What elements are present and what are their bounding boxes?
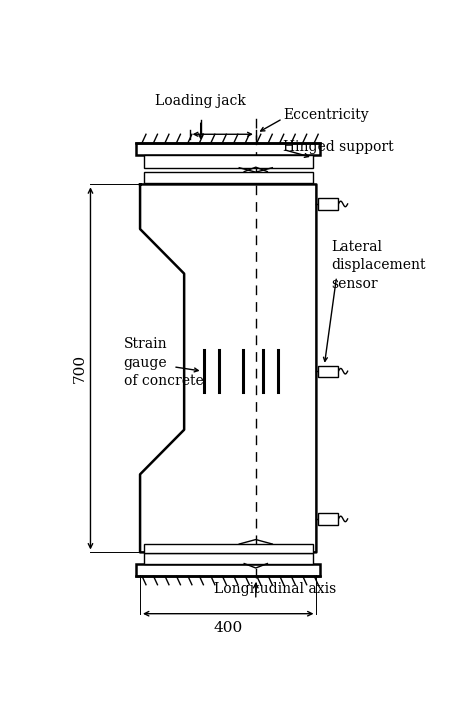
Text: Hinged support: Hinged support: [283, 140, 394, 153]
Text: Longitudinal axis: Longitudinal axis: [213, 581, 336, 596]
Text: Eccentricity: Eccentricity: [283, 108, 369, 122]
Bar: [144, 553, 313, 563]
Bar: [318, 513, 338, 524]
Bar: [318, 198, 338, 209]
Text: Loading jack: Loading jack: [155, 93, 246, 107]
Text: 400: 400: [214, 620, 243, 635]
Bar: [144, 172, 313, 182]
Text: Strain
gauge
of concrete: Strain gauge of concrete: [124, 337, 203, 388]
Text: Lateral
displacement
sensor: Lateral displacement sensor: [331, 240, 426, 290]
Bar: [144, 544, 313, 553]
Text: 700: 700: [73, 354, 86, 383]
Bar: [144, 155, 313, 168]
Bar: [137, 143, 320, 155]
Bar: [137, 563, 320, 576]
Bar: [318, 366, 338, 376]
